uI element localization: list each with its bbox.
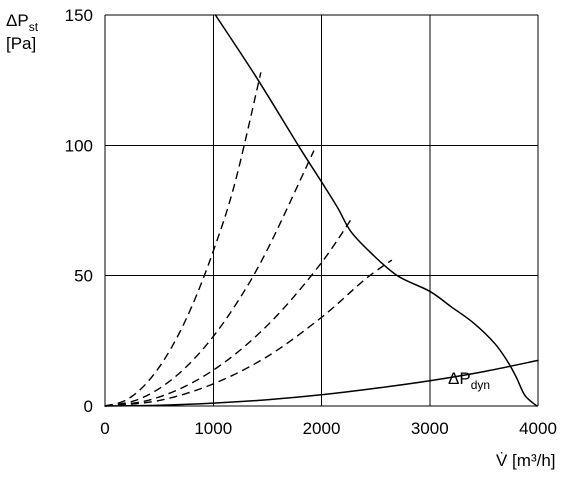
axes [104,15,538,407]
series-group [104,14,539,407]
y-tick-label-1: 50 [74,267,93,286]
y-axis-label: ΔPst [Pa] [6,11,39,53]
x-tick-label-4: 4000 [519,419,557,438]
system-curve-1 [104,72,262,407]
y-axis-label-main: ΔPst [6,11,39,34]
x-tick-label-2: 2000 [303,419,341,438]
y-axis-label-unit: [Pa] [6,34,36,53]
system-curve-2 [104,150,315,407]
y-tick-label-3: 150 [65,6,93,25]
y-tick-label-0: 0 [84,397,93,416]
fan-curve [214,14,538,407]
grid [105,14,539,406]
ticks-group: 0 1000 2000 3000 4000 0 50 100 150 [65,6,557,438]
x-tick-label-0: 0 [100,419,109,438]
x-axis-label: V̇ [m³/h] [496,451,556,470]
x-tick-label-1: 1000 [194,419,232,438]
dynamic-pressure-curve [104,359,539,407]
y-tick-label-2: 100 [65,136,93,155]
x-tick-label-3: 3000 [411,419,449,438]
system-curve-4 [104,259,393,407]
dynamic-pressure-label: ΔPdyn [448,369,490,392]
system-curve-3 [104,217,353,407]
